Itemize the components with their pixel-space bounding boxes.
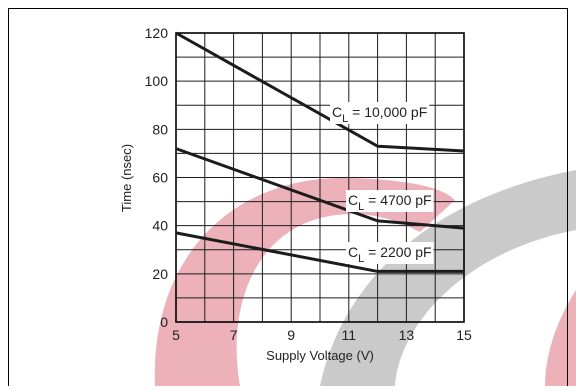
series-label-background [346, 242, 434, 264]
y-tick-label: 60 [152, 170, 168, 186]
y-tick-label: 80 [152, 121, 168, 137]
y-tick-labels: 0 20 40 60 80 100 120 [145, 25, 169, 330]
x-tick-label: 7 [230, 327, 238, 343]
series-label-3: CL = 2200 pF [348, 244, 432, 265]
series-lines [175, 31, 465, 273]
series-line-1 [175, 31, 465, 153]
series-labels: CL = 10,000 pF CL = 4700 pF CL = 2200 pF [330, 102, 434, 265]
x-tick-label: 13 [399, 327, 415, 343]
series-label-2: CL = 4700 pF [348, 192, 432, 213]
watermark-gray-arc [320, 170, 576, 386]
series-line-3 [175, 231, 464, 273]
y-axis-label: Time (nsec) [119, 144, 134, 212]
y-tick-label: 40 [152, 218, 168, 234]
watermark [154, 170, 576, 386]
y-tick-label: 0 [160, 314, 168, 330]
x-tick-label: 5 [172, 327, 180, 343]
x-tick-label: 11 [342, 327, 357, 343]
plot-border [175, 32, 465, 323]
series-label-background [330, 102, 430, 124]
y-tick-label: 100 [145, 73, 169, 89]
series-label-background [346, 190, 434, 212]
x-tick-labels: 5 7 9 11 13 15 [172, 327, 472, 343]
series-line-2 [175, 147, 465, 230]
series-label-1: CL = 10,000 pF [332, 104, 427, 125]
y-tick-label: 120 [145, 25, 169, 41]
grid [175, 32, 465, 323]
x-axis-label: Supply Voltage (V) [266, 348, 374, 363]
watermark-red-right [545, 290, 576, 386]
x-tick-label: 15 [456, 327, 472, 343]
x-tick-label: 9 [287, 327, 295, 343]
y-tick-label: 20 [152, 266, 168, 282]
watermark-red-arc [154, 177, 455, 386]
